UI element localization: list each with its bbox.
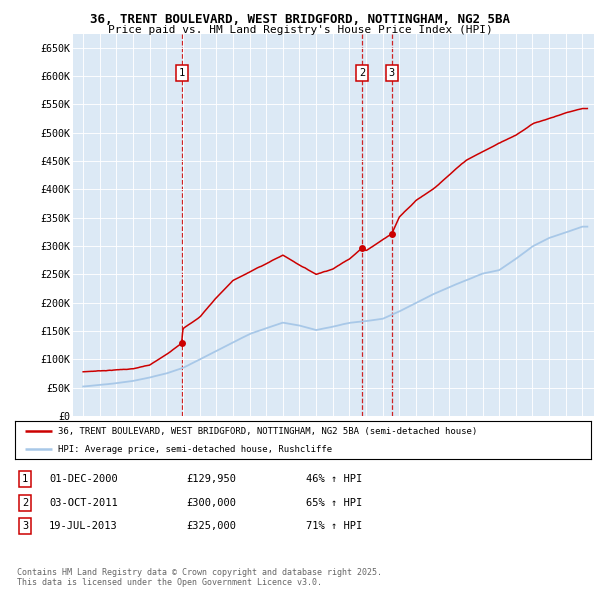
Text: 71% ↑ HPI: 71% ↑ HPI xyxy=(306,522,362,531)
Text: 2: 2 xyxy=(359,68,365,78)
Text: Price paid vs. HM Land Registry's House Price Index (HPI): Price paid vs. HM Land Registry's House … xyxy=(107,25,493,35)
Text: £300,000: £300,000 xyxy=(186,498,236,507)
Text: 36, TRENT BOULEVARD, WEST BRIDGFORD, NOTTINGHAM, NG2 5BA: 36, TRENT BOULEVARD, WEST BRIDGFORD, NOT… xyxy=(90,13,510,26)
Text: HPI: Average price, semi-detached house, Rushcliffe: HPI: Average price, semi-detached house,… xyxy=(58,445,332,454)
Text: 2: 2 xyxy=(22,498,28,507)
Text: 1: 1 xyxy=(22,474,28,484)
Text: 46% ↑ HPI: 46% ↑ HPI xyxy=(306,474,362,484)
Text: 03-OCT-2011: 03-OCT-2011 xyxy=(49,498,118,507)
Text: 01-DEC-2000: 01-DEC-2000 xyxy=(49,474,118,484)
Text: £325,000: £325,000 xyxy=(186,522,236,531)
Text: 19-JUL-2013: 19-JUL-2013 xyxy=(49,522,118,531)
Text: Contains HM Land Registry data © Crown copyright and database right 2025.
This d: Contains HM Land Registry data © Crown c… xyxy=(17,568,382,587)
Text: 36, TRENT BOULEVARD, WEST BRIDGFORD, NOTTINGHAM, NG2 5BA (semi-detached house): 36, TRENT BOULEVARD, WEST BRIDGFORD, NOT… xyxy=(58,427,478,436)
Text: 3: 3 xyxy=(389,68,395,78)
Text: 1: 1 xyxy=(179,68,185,78)
Text: £129,950: £129,950 xyxy=(186,474,236,484)
Text: 65% ↑ HPI: 65% ↑ HPI xyxy=(306,498,362,507)
Text: 3: 3 xyxy=(22,522,28,531)
